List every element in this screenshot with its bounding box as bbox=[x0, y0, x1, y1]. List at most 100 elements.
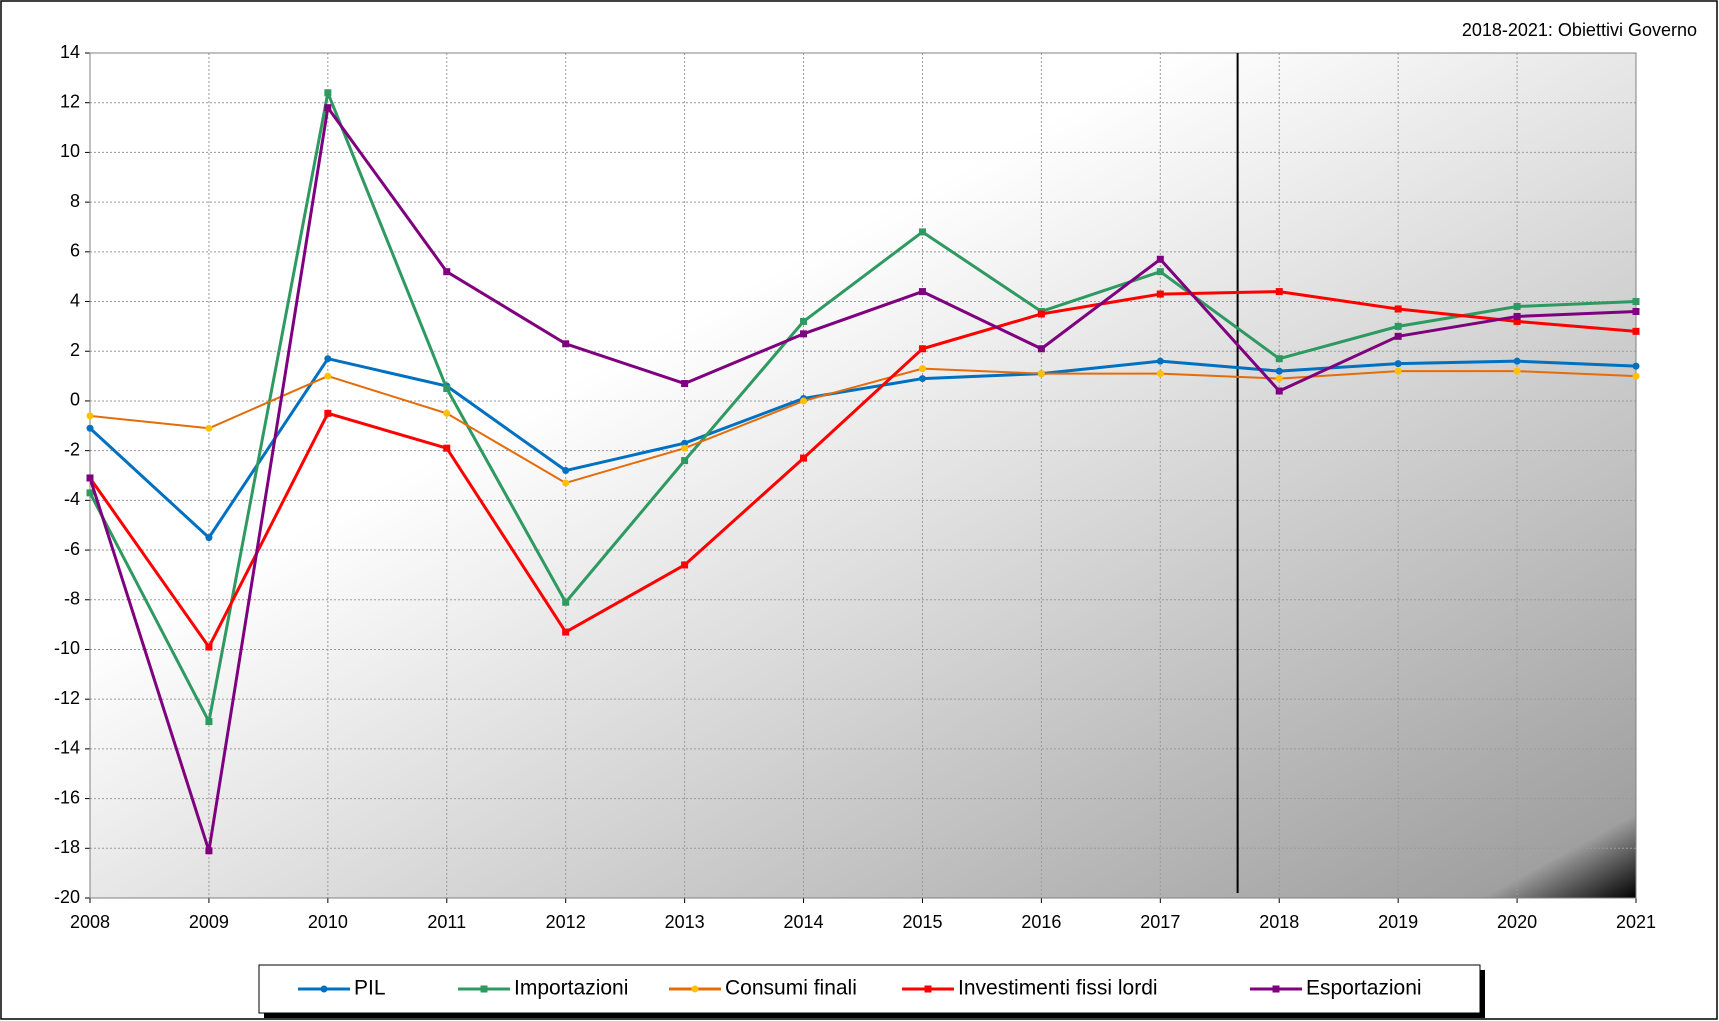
point bbox=[681, 457, 689, 465]
legend-label: Importazioni bbox=[514, 977, 628, 1000]
point bbox=[681, 439, 689, 447]
point bbox=[681, 444, 689, 452]
y-tick-label: -20 bbox=[54, 887, 80, 907]
x-tick-label: 2019 bbox=[1378, 912, 1418, 932]
point bbox=[1632, 307, 1640, 315]
legend-label: Esportazioni bbox=[1306, 977, 1422, 1000]
point bbox=[1513, 303, 1521, 310]
x-tick-label: 2011 bbox=[427, 912, 466, 932]
x-tick-label: 2020 bbox=[1497, 912, 1537, 932]
point bbox=[324, 89, 332, 97]
point bbox=[324, 355, 332, 363]
point bbox=[324, 409, 332, 417]
y-tick-label: 6 bbox=[70, 241, 80, 261]
point bbox=[1156, 370, 1164, 378]
x-tick-label: 2021 bbox=[1616, 912, 1656, 932]
point bbox=[205, 847, 213, 855]
point bbox=[918, 365, 926, 373]
point bbox=[443, 268, 451, 276]
point bbox=[1632, 298, 1640, 306]
point bbox=[443, 385, 451, 393]
point bbox=[86, 424, 94, 432]
point bbox=[480, 985, 488, 993]
x-tick-label: 2013 bbox=[665, 912, 705, 932]
point bbox=[924, 985, 932, 993]
x-tick-label: 2009 bbox=[189, 912, 229, 932]
point bbox=[1156, 290, 1164, 298]
point bbox=[205, 534, 213, 542]
y-tick-label: -14 bbox=[54, 738, 80, 758]
point bbox=[918, 288, 926, 296]
y-tick-label: 12 bbox=[60, 91, 80, 111]
y-tick-label: 0 bbox=[70, 390, 80, 410]
point bbox=[562, 340, 570, 348]
point bbox=[1156, 268, 1164, 276]
x-tick-label: 2015 bbox=[902, 912, 942, 932]
point bbox=[800, 330, 808, 338]
y-tick-label: -8 bbox=[64, 589, 80, 609]
y-tick-label: -16 bbox=[54, 787, 80, 807]
point bbox=[800, 454, 808, 462]
y-tick-label: 2 bbox=[70, 340, 80, 360]
point bbox=[86, 474, 94, 482]
point bbox=[1275, 355, 1283, 363]
legend-label: Investimenti fissi lordi bbox=[958, 977, 1158, 1000]
series-line bbox=[89, 367, 1637, 484]
point bbox=[1394, 305, 1402, 313]
point bbox=[443, 444, 451, 452]
point bbox=[1394, 322, 1402, 330]
point bbox=[918, 375, 926, 383]
series-line bbox=[88, 357, 1637, 540]
point bbox=[800, 397, 808, 405]
y-tick-label: 8 bbox=[70, 191, 80, 211]
x-tick-label: 2018 bbox=[1259, 912, 1299, 932]
point bbox=[1272, 985, 1280, 993]
y-tick-label: -4 bbox=[64, 489, 80, 509]
point bbox=[1632, 372, 1640, 380]
point bbox=[1632, 327, 1640, 335]
y-tick-label: -18 bbox=[54, 837, 80, 857]
annotation: 2018-2021: Obiettivi Governo bbox=[1462, 20, 1697, 40]
point bbox=[681, 380, 689, 388]
point bbox=[800, 317, 808, 325]
point bbox=[1513, 367, 1521, 375]
point bbox=[1037, 310, 1045, 318]
point bbox=[205, 643, 213, 651]
point bbox=[918, 345, 926, 353]
point bbox=[1275, 387, 1283, 395]
series-line bbox=[88, 91, 1637, 724]
point bbox=[1513, 317, 1521, 325]
x-tick-label: 2014 bbox=[784, 912, 824, 932]
point bbox=[1394, 367, 1402, 375]
point bbox=[562, 467, 570, 475]
point bbox=[205, 718, 213, 726]
point bbox=[1275, 375, 1283, 383]
point bbox=[443, 409, 451, 417]
point bbox=[691, 985, 699, 993]
point bbox=[562, 479, 570, 487]
point bbox=[1037, 345, 1045, 353]
point bbox=[320, 985, 328, 993]
point bbox=[1275, 367, 1283, 375]
x-tick-label: 2010 bbox=[308, 912, 348, 932]
point bbox=[1632, 362, 1640, 370]
point bbox=[1275, 288, 1283, 296]
point bbox=[324, 104, 332, 112]
x-tick-label: 2017 bbox=[1140, 912, 1180, 932]
point bbox=[1156, 357, 1164, 365]
legend-label: PIL bbox=[354, 977, 386, 1000]
point bbox=[324, 372, 332, 380]
y-tick-label: -6 bbox=[64, 539, 80, 559]
x-tick-label: 2016 bbox=[1021, 912, 1061, 932]
point bbox=[918, 228, 926, 236]
point bbox=[1394, 360, 1402, 368]
series-line bbox=[88, 290, 1637, 649]
x-tick-label: 2008 bbox=[70, 912, 110, 932]
point bbox=[562, 598, 570, 606]
y-tick-label: -10 bbox=[54, 638, 80, 658]
point bbox=[1513, 357, 1521, 365]
x-tick-label: 2012 bbox=[546, 912, 586, 932]
y-tick-label: 4 bbox=[70, 290, 80, 310]
y-tick-label: 14 bbox=[60, 42, 80, 62]
